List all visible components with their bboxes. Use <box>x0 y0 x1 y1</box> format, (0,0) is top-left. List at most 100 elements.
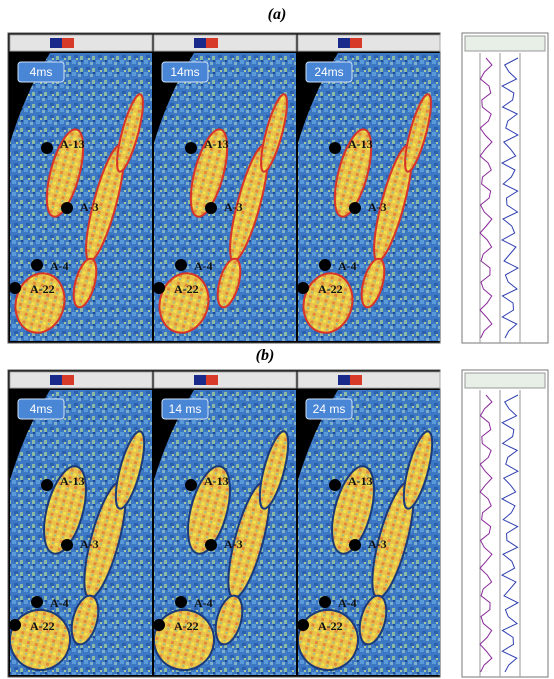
well-log-panel <box>461 32 549 344</box>
title-box <box>161 61 209 83</box>
colorbar <box>206 38 218 48</box>
well-marker <box>31 596 43 608</box>
well-label: A-3 <box>80 537 99 551</box>
map-panel: 14 ms A-13 A-3 A-4 A-22 <box>153 371 297 675</box>
well-marker <box>297 282 309 294</box>
map: 4ms <box>10 390 152 675</box>
well-marker <box>175 259 187 271</box>
amplitude-anomaly <box>158 272 210 334</box>
title-box <box>305 61 353 83</box>
map-panel: 4ms A-13 A-3 A-4 A-22 <box>9 34 153 341</box>
well-marker <box>349 539 361 551</box>
well-marker <box>31 259 43 271</box>
amplitude-anomaly <box>114 430 146 510</box>
colorbar <box>62 38 74 48</box>
colorbar <box>350 375 362 385</box>
well-marker <box>9 619 21 631</box>
well-label: A-4 <box>338 259 357 273</box>
map-panel: 24ms A-13 A-3 A-4 A-22 <box>297 34 441 341</box>
panel-title: 14 ms <box>169 402 202 416</box>
well-label: A-22 <box>30 619 55 633</box>
map-surface <box>10 53 152 341</box>
map-panel: 14ms A-13 A-3 A-4 A-22 <box>153 34 297 341</box>
well-label: A-22 <box>174 282 199 296</box>
amplitude-anomaly <box>258 430 290 510</box>
well-marker <box>185 142 197 154</box>
well-label: A-13 <box>348 474 373 488</box>
well-marker <box>9 282 21 294</box>
amplitude-anomaly <box>358 594 388 646</box>
title-box <box>17 61 65 83</box>
well-label: A-3 <box>368 200 387 214</box>
well-label: A-3 <box>80 200 99 214</box>
well-log-panel <box>461 369 549 678</box>
amplitude-anomaly <box>404 93 432 173</box>
amplitude-anomaly <box>333 128 373 218</box>
well-marker <box>153 619 165 631</box>
toolbar <box>153 371 297 389</box>
map: 24 ms <box>298 390 440 675</box>
colorbar <box>350 38 362 48</box>
well-label: A-3 <box>224 537 243 551</box>
amplitude-anomaly <box>302 272 354 334</box>
amplitude-anomaly <box>154 609 215 671</box>
toolbar <box>9 34 153 52</box>
well-label: A-22 <box>174 619 199 633</box>
log-curve <box>500 57 520 339</box>
amplitude-anomaly <box>72 257 98 309</box>
amplitude-anomaly <box>45 128 85 218</box>
well-marker <box>175 596 187 608</box>
amplitude-anomaly <box>14 272 66 334</box>
well-marker <box>329 479 341 491</box>
colorbar <box>62 375 74 385</box>
amplitude-anomaly <box>214 594 244 646</box>
well-label: A-22 <box>318 282 343 296</box>
amplitude-anomaly <box>360 257 386 309</box>
well-label: A-13 <box>60 474 85 488</box>
log-bg <box>461 369 549 678</box>
panel-title: 4ms <box>30 402 53 416</box>
well-marker <box>319 259 331 271</box>
well-label: A-13 <box>204 474 229 488</box>
well-marker <box>297 619 309 631</box>
well-label: A-22 <box>318 619 343 633</box>
figure-label: (a) <box>268 6 287 23</box>
amplitude-anomaly <box>298 609 359 671</box>
map-surface <box>154 390 296 675</box>
figure-label: (b) <box>256 347 275 364</box>
map-surface <box>298 390 440 675</box>
amplitude-anomaly <box>187 465 231 555</box>
well-label: A-4 <box>194 596 213 610</box>
log-header <box>464 372 546 389</box>
map: 24ms <box>298 53 440 341</box>
well-marker <box>205 202 217 214</box>
log-bg <box>461 32 549 344</box>
well-marker <box>205 539 217 551</box>
amplitude-anomaly <box>43 465 87 555</box>
map-panel: 4ms A-13 A-3 A-4 A-22 <box>9 371 153 675</box>
well-marker <box>61 539 73 551</box>
well-marker <box>153 282 165 294</box>
amplitude-anomaly <box>189 128 229 218</box>
well-marker <box>41 142 53 154</box>
well-marker <box>329 142 341 154</box>
well-marker <box>319 596 331 608</box>
map-surface <box>154 53 296 341</box>
map: 4ms <box>10 53 152 341</box>
amplitude-anomaly <box>216 257 242 309</box>
amplitude-anomaly <box>70 594 100 646</box>
log-header <box>464 35 546 52</box>
map: 14ms <box>154 53 296 341</box>
map-surface <box>10 390 152 675</box>
panel-title: 24 ms <box>313 402 346 416</box>
well-label: A-4 <box>50 596 69 610</box>
well-marker <box>41 479 53 491</box>
toolbar <box>153 34 297 52</box>
log-curve <box>500 394 520 673</box>
well-label: A-13 <box>348 137 373 151</box>
log-curve <box>479 57 493 339</box>
toolbar <box>297 34 441 52</box>
well-label: A-4 <box>50 259 69 273</box>
title-box <box>161 398 209 420</box>
well-label: A-22 <box>30 282 55 296</box>
